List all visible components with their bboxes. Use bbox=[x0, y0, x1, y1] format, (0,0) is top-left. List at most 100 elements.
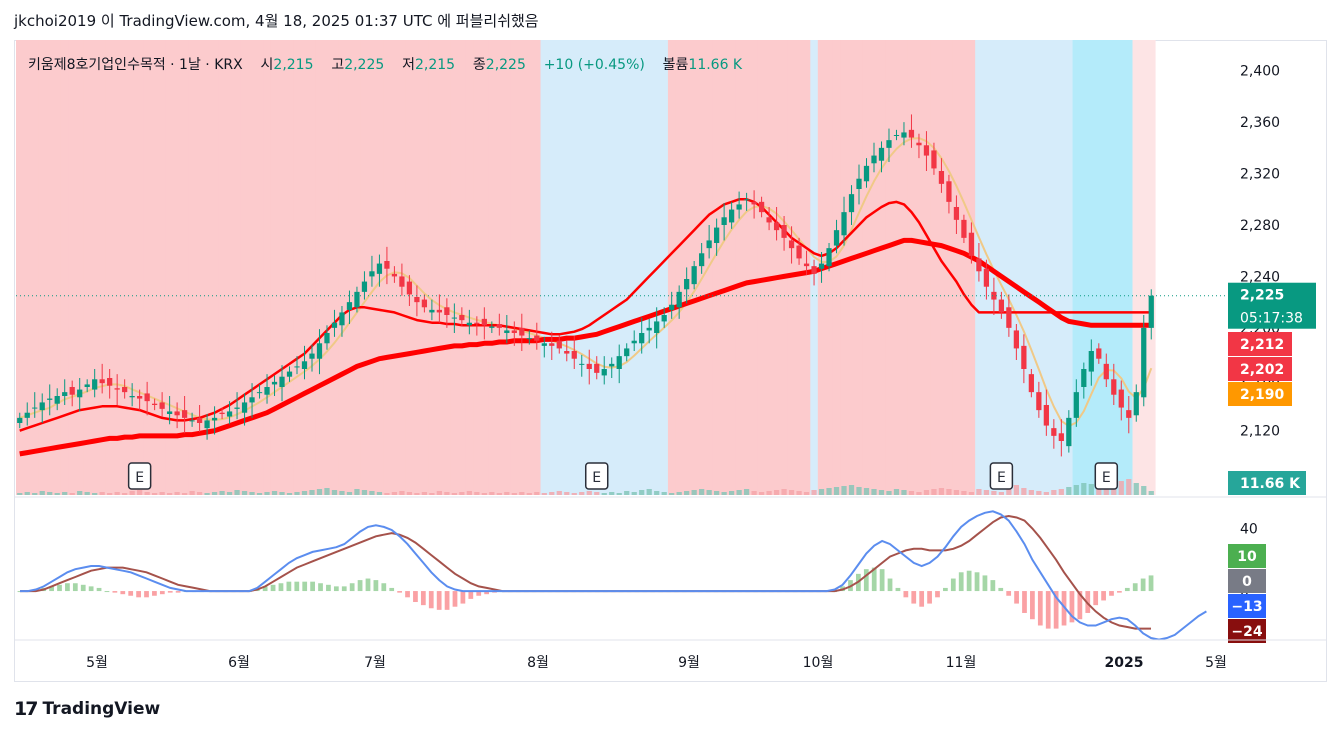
volume-bar bbox=[489, 492, 495, 495]
background-band bbox=[353, 40, 362, 495]
volume-bar bbox=[1103, 487, 1109, 495]
background-band bbox=[1080, 40, 1089, 495]
macd-histogram-bar bbox=[365, 578, 371, 592]
candle-body bbox=[219, 412, 225, 414]
candle-body bbox=[99, 379, 105, 384]
volume-bar bbox=[893, 489, 900, 495]
volume-bar bbox=[556, 491, 562, 495]
macd-histogram-bar bbox=[484, 591, 490, 595]
candle-body bbox=[1096, 348, 1102, 359]
background-band bbox=[165, 40, 174, 495]
candle-body bbox=[601, 369, 607, 376]
macd-histogram-bar bbox=[167, 591, 173, 593]
background-band bbox=[315, 40, 324, 495]
legend-high-label: 고 bbox=[331, 57, 345, 73]
volume-bar bbox=[129, 491, 135, 495]
macd-histogram-bar bbox=[990, 580, 996, 592]
volume-bar bbox=[384, 493, 390, 495]
candle-body bbox=[77, 389, 83, 398]
candle-body bbox=[504, 330, 510, 333]
macd-histogram-bar bbox=[333, 586, 339, 592]
candle-body bbox=[1111, 379, 1117, 395]
volume-bar bbox=[241, 491, 248, 495]
macd-histogram-bar bbox=[943, 587, 948, 592]
volume-bar bbox=[32, 493, 38, 495]
volume-bar bbox=[1081, 483, 1087, 495]
background-band bbox=[1027, 40, 1036, 495]
volume-bar bbox=[451, 493, 457, 495]
candle-body bbox=[691, 266, 697, 285]
legend-symbol[interactable]: 키움제8호기업인수목적 · 1날 · KRX bbox=[28, 57, 243, 73]
background-band bbox=[203, 40, 212, 495]
time-tick-label: 5월 bbox=[86, 655, 108, 671]
last-price-tag bbox=[1228, 282, 1316, 329]
candle-body bbox=[908, 129, 915, 138]
volume-bar bbox=[39, 491, 45, 495]
background-band bbox=[1117, 40, 1126, 495]
candle-body bbox=[871, 155, 877, 164]
volume-bar bbox=[256, 493, 263, 495]
volume-bar bbox=[406, 492, 413, 495]
volume-bar bbox=[211, 492, 218, 495]
top-caption: jkchoi2019 이 TradingView.com, 4월 18, 202… bbox=[14, 12, 539, 30]
background-band bbox=[450, 40, 459, 495]
background-band bbox=[645, 40, 654, 495]
background-band bbox=[945, 40, 954, 495]
background-band bbox=[915, 40, 924, 495]
volume-bar bbox=[346, 492, 353, 495]
macd-histogram-bar bbox=[381, 583, 387, 592]
candle-body bbox=[1058, 433, 1064, 441]
macd-value-tag-label: 10 bbox=[1237, 549, 1257, 565]
candle-body bbox=[152, 403, 158, 405]
candle-body bbox=[773, 222, 780, 231]
volume-bar bbox=[391, 492, 398, 495]
background-band bbox=[735, 40, 744, 495]
candle-body bbox=[616, 356, 622, 369]
candle-body bbox=[856, 178, 862, 189]
background-band bbox=[255, 40, 264, 495]
volume-bar bbox=[586, 491, 592, 495]
volume-bar bbox=[17, 493, 23, 495]
volume-bar bbox=[1066, 487, 1072, 495]
macd-value-tag-label: 0 bbox=[1242, 574, 1252, 590]
background-band bbox=[458, 40, 467, 495]
background-band bbox=[960, 40, 969, 495]
volume-bar bbox=[691, 490, 697, 495]
legend-change: +10 (+0.45%) bbox=[543, 57, 645, 73]
candle-body bbox=[196, 417, 203, 423]
volume-bar bbox=[444, 492, 450, 495]
candle-body bbox=[991, 291, 997, 300]
volume-bar bbox=[579, 492, 585, 495]
candle-body bbox=[751, 201, 757, 205]
legend-low-label: 저 bbox=[402, 57, 415, 73]
volume-bar bbox=[436, 491, 443, 495]
background-band bbox=[997, 40, 1006, 495]
candle-body bbox=[1006, 307, 1012, 328]
candle-body bbox=[406, 281, 413, 295]
candle-body bbox=[181, 410, 188, 418]
background-band bbox=[158, 40, 167, 495]
volume-bar bbox=[1088, 484, 1094, 495]
volume-bar bbox=[279, 492, 285, 495]
volume-bar bbox=[159, 492, 165, 495]
candle-body bbox=[264, 387, 270, 395]
background-band bbox=[570, 40, 579, 495]
macd-histogram-bar bbox=[96, 587, 102, 592]
background-band bbox=[1140, 40, 1149, 495]
volume-bar bbox=[863, 488, 870, 495]
footer-logo[interactable]: 17 TradingView bbox=[14, 698, 160, 720]
volume-bar bbox=[743, 489, 750, 495]
volume-bar bbox=[286, 493, 293, 495]
macd-histogram-bar bbox=[911, 591, 917, 604]
volume-bar bbox=[549, 492, 555, 495]
candle-body bbox=[841, 212, 847, 236]
candle-body bbox=[159, 402, 165, 409]
background-band bbox=[90, 40, 100, 495]
legend-open-label: 시 bbox=[260, 57, 274, 73]
background-band bbox=[637, 40, 647, 495]
volume-bar bbox=[99, 492, 105, 495]
candle-body bbox=[609, 363, 615, 367]
volume-bar bbox=[1133, 483, 1139, 495]
background-band bbox=[922, 40, 931, 495]
